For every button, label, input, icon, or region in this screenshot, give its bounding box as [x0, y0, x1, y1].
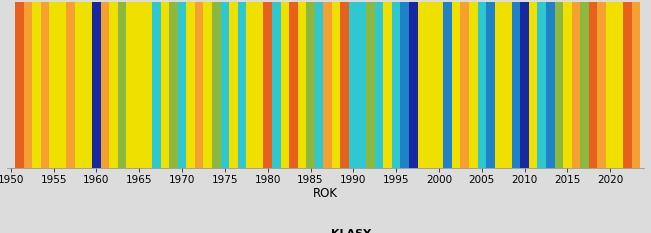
Bar [221, 2, 229, 168]
Bar [375, 2, 383, 168]
Bar [538, 2, 546, 168]
Bar [66, 2, 75, 168]
Bar [272, 2, 281, 168]
Bar [435, 2, 443, 168]
Bar [460, 2, 469, 168]
Bar [324, 2, 332, 168]
Bar [229, 2, 238, 168]
Bar [598, 2, 606, 168]
Bar [264, 2, 272, 168]
Bar [289, 2, 298, 168]
Bar [281, 2, 289, 168]
Bar [606, 2, 615, 168]
Bar [572, 2, 580, 168]
Bar [135, 2, 143, 168]
Bar [101, 2, 109, 168]
Bar [340, 2, 349, 168]
Bar [486, 2, 495, 168]
Bar [186, 2, 195, 168]
Bar [246, 2, 255, 168]
Bar [546, 2, 555, 168]
Bar [383, 2, 392, 168]
Bar [92, 2, 101, 168]
Bar [477, 2, 486, 168]
Bar [143, 2, 152, 168]
Bar [32, 2, 41, 168]
Bar [400, 2, 409, 168]
Bar [469, 2, 477, 168]
Bar [41, 2, 49, 168]
Bar [443, 2, 452, 168]
Bar [631, 2, 640, 168]
Bar [417, 2, 426, 168]
Bar [555, 2, 563, 168]
Bar [298, 2, 306, 168]
Bar [83, 2, 92, 168]
Bar [109, 2, 118, 168]
Bar [178, 2, 186, 168]
Bar [126, 2, 135, 168]
Bar [615, 2, 623, 168]
Bar [563, 2, 572, 168]
Bar [23, 2, 32, 168]
Bar [589, 2, 598, 168]
Bar [212, 2, 221, 168]
X-axis label: ROK: ROK [313, 188, 338, 200]
Legend: skrajnie sucho, bardzo sucho, sucho, norma, wilgotno, bardzo wilgotno, skrajnie : skrajnie sucho, bardzo sucho, sucho, nor… [82, 226, 620, 233]
Bar [503, 2, 512, 168]
Bar [15, 2, 23, 168]
Bar [529, 2, 538, 168]
Bar [118, 2, 126, 168]
Bar [366, 2, 375, 168]
Bar [623, 2, 631, 168]
Bar [306, 2, 315, 168]
Bar [495, 2, 503, 168]
Bar [161, 2, 169, 168]
Bar [357, 2, 366, 168]
Bar [426, 2, 435, 168]
Bar [349, 2, 357, 168]
Bar [392, 2, 400, 168]
Bar [332, 2, 340, 168]
Bar [195, 2, 204, 168]
Bar [169, 2, 178, 168]
Bar [58, 2, 66, 168]
Bar [204, 2, 212, 168]
Bar [452, 2, 460, 168]
Bar [315, 2, 324, 168]
Bar [512, 2, 520, 168]
Bar [238, 2, 246, 168]
Bar [580, 2, 589, 168]
Bar [520, 2, 529, 168]
Bar [152, 2, 161, 168]
Bar [75, 2, 83, 168]
Bar [49, 2, 58, 168]
Bar [409, 2, 417, 168]
Bar [255, 2, 264, 168]
